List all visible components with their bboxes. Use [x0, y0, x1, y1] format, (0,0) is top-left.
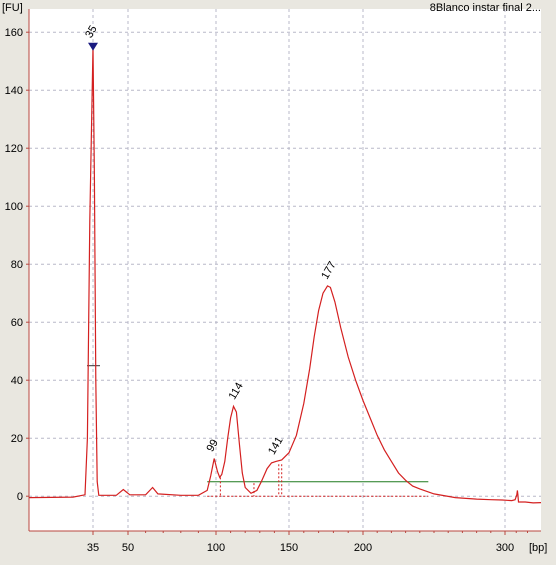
- y-tick-label: 20: [11, 433, 23, 445]
- x-tick-label: 300: [496, 542, 514, 554]
- axes: [28, 9, 541, 532]
- y-tick-label: 100: [5, 201, 23, 213]
- y-tick-label: 0: [17, 491, 23, 503]
- x-tick-label: 50: [122, 542, 134, 554]
- peak-label: 35: [83, 24, 100, 41]
- y-tick-label: 140: [5, 85, 23, 97]
- electropherogram-trace: [28, 46, 542, 504]
- peak-label: 99: [204, 437, 221, 454]
- x-axis-unit: [bp]: [529, 542, 547, 554]
- grid-lines: [29, 9, 541, 531]
- y-tick-label: 120: [5, 143, 23, 155]
- chart-title: 8Blanco instar final 2...: [430, 2, 541, 14]
- plot-area: [29, 9, 541, 531]
- x-tick-label: 200: [354, 542, 372, 554]
- x-tick-label: 35: [87, 542, 99, 554]
- y-tick-label: 80: [11, 259, 23, 271]
- y-tick-label: 60: [11, 317, 23, 329]
- x-tick-labels: 35 50 100 150 200 300: [87, 531, 528, 554]
- y-tick-label: 160: [5, 27, 23, 39]
- y-tick-labels: 0 20 40 60 80 100 120 140 160: [5, 27, 29, 503]
- y-tick-label: 40: [11, 375, 23, 387]
- y-axis-unit: [FU]: [2, 2, 23, 14]
- selected-peak-marker: [88, 42, 98, 51]
- x-tick-label: 100: [207, 542, 225, 554]
- x-tick-label: 150: [280, 542, 298, 554]
